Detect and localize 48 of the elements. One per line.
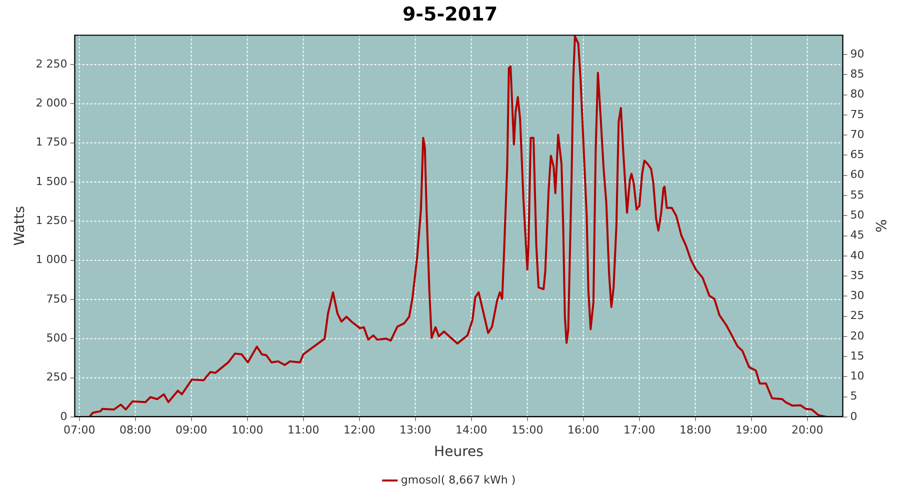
y2-tick-label: 70	[850, 128, 864, 141]
x-tick-label: 11:00	[287, 423, 320, 436]
y2-tick-label: 35	[850, 268, 864, 282]
y-tick-label: 1 250	[36, 214, 68, 228]
y2-tick-label: 45	[850, 228, 864, 242]
x-tick-label: 18:00	[680, 423, 712, 436]
y2-tick-label: 15	[850, 349, 864, 362]
y-tick-label: 750	[46, 292, 68, 306]
y-axis-title: Watts	[12, 206, 28, 246]
x-tick-label: 12:00	[343, 423, 376, 436]
y2-axis-title: %	[872, 219, 888, 233]
x-tick-label: 14:00	[455, 423, 488, 436]
y2-tick-label: 60	[850, 168, 864, 182]
x-tick-label: 08:00	[119, 423, 152, 436]
x-tick-label: 17:00	[624, 423, 656, 436]
x-tick-label: 09:00	[175, 423, 208, 436]
y2-tick-label: 50	[850, 208, 864, 222]
y-tick-label: 250	[46, 370, 68, 384]
x-tick-label: 16:00	[568, 423, 600, 436]
y2-tick-label: 10	[850, 370, 864, 383]
x-tick-label: 20:00	[792, 423, 824, 436]
x-tick-label: 15:00	[512, 423, 544, 436]
y-tick-label: 2 250	[36, 57, 68, 70]
y2-tick-label: 85	[850, 68, 864, 81]
legend-label: gmosol( 8,667 kWh )	[400, 473, 516, 486]
y2-tick-label: 65	[850, 148, 864, 162]
y2-tick-label: 20	[850, 329, 864, 342]
chart-title: 9-5-2017	[402, 3, 498, 26]
y2-tick-label: 40	[850, 248, 864, 262]
y2-tick-label: 75	[850, 108, 864, 121]
y2-tick-label: 0	[850, 410, 858, 423]
y-tick-label: 500	[46, 332, 68, 345]
y2-tick-label: 5	[850, 390, 858, 403]
y2-tick-label: 30	[850, 289, 864, 302]
y-tick-label: 2 000	[36, 96, 68, 110]
y2-tick-label: 25	[850, 309, 864, 322]
x-axis-title: Heures	[434, 444, 484, 460]
x-tick-label: 13:00	[399, 423, 432, 436]
y2-tick-label: 90	[850, 47, 864, 60]
y-tick-label: 1 000	[36, 253, 68, 266]
y-tick-label: 1 500	[36, 174, 68, 188]
y-tick-label: 0	[60, 410, 68, 423]
y-tick-label: 1 750	[36, 136, 68, 149]
x-tick-label: 07:00	[63, 423, 96, 436]
x-tick-label: 10:00	[231, 423, 264, 436]
x-tick-label: 19:00	[736, 423, 768, 436]
y2-tick-label: 55	[850, 188, 864, 202]
y2-tick-label: 80	[850, 88, 864, 101]
